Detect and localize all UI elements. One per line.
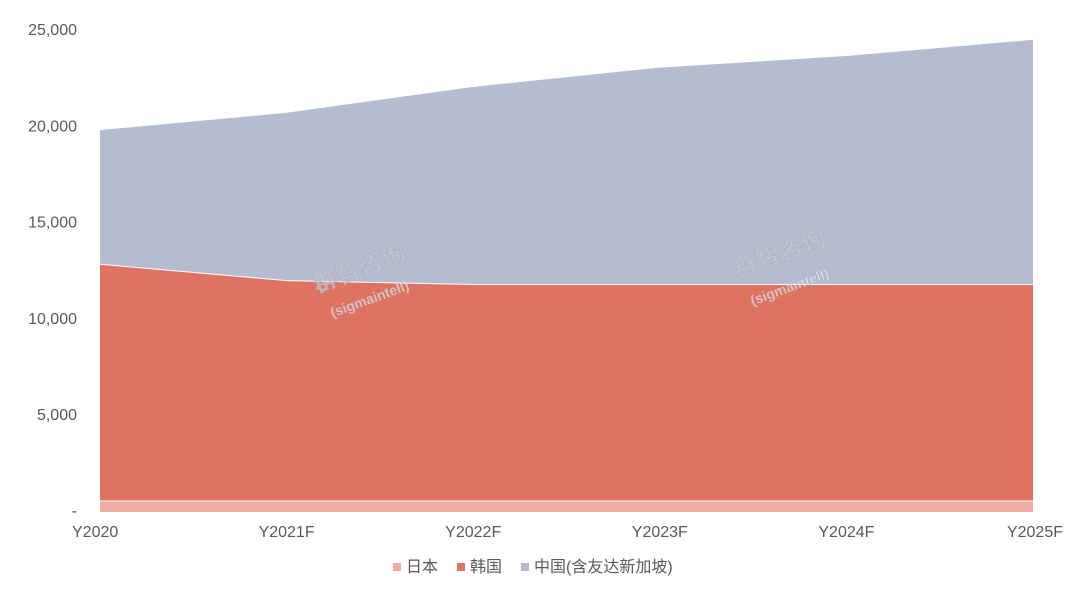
x-tick-label: Y2023F [632,524,688,541]
y-tick-label: 5,000 [37,407,77,424]
legend-swatch [393,563,401,571]
y-tick-label: 25,000 [28,22,77,39]
legend-swatch [457,563,465,571]
legend-swatch [521,563,529,571]
area [100,500,1033,512]
y-tick-label: - [72,503,77,520]
x-tick-label: Y2025F [1007,524,1063,541]
x-tick-label: Y2020 [72,524,118,541]
x-tick-label: Y2021F [259,524,315,541]
legend-label: 韩国 [470,558,502,576]
legend-label: 中国(含友达新加坡) [534,558,673,576]
x-tick-label: Y2024F [818,524,874,541]
area-edge [99,37,1034,131]
y-tick-label: 20,000 [28,118,77,135]
y-tick-label: 10,000 [28,311,77,328]
x-tick-label: Y2022F [445,524,501,541]
area [100,263,1033,501]
area [100,38,1033,285]
legend-label: 日本 [406,558,438,576]
y-tick-label: 15,000 [28,215,77,232]
